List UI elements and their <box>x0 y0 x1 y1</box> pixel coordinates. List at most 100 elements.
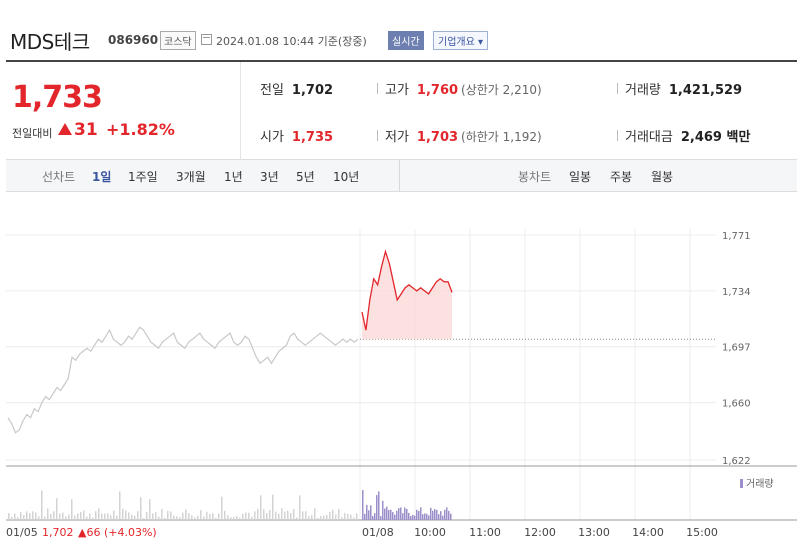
today-volume-bar <box>414 515 416 520</box>
prev-volume-bar <box>308 515 310 520</box>
prev-volume-bar <box>257 508 259 520</box>
today-volume-bar <box>438 514 440 520</box>
volume-label: 거래량 <box>625 83 661 98</box>
tab-1year[interactable]: 1년 <box>224 170 243 184</box>
change-amount: 31 <box>58 120 98 140</box>
prev-volume-bar <box>224 510 226 520</box>
today-volume-bar <box>390 509 392 520</box>
candle-chart-label[interactable]: 봉차트 <box>518 170 552 184</box>
prev-volume-bar <box>356 513 358 520</box>
prev-volume-bar <box>335 514 337 520</box>
tab-3month[interactable]: 3개월 <box>176 170 206 184</box>
y-tick-label: 1,771 <box>722 231 751 242</box>
today-volume-bar <box>372 516 374 520</box>
prev-volume-bar <box>203 516 205 520</box>
prev-volume-bar <box>149 499 151 520</box>
prev-volume-bar <box>212 513 214 520</box>
prev-volume-bar <box>293 509 295 520</box>
divider <box>240 62 241 160</box>
tab-3year[interactable]: 3년 <box>260 170 279 184</box>
today-volume-bar <box>398 508 400 520</box>
prev-volume-bar <box>134 515 136 520</box>
today-volume-bar <box>376 495 378 520</box>
prev-volume-bar <box>80 511 82 520</box>
tab-10year[interactable]: 10년 <box>333 170 360 184</box>
prev-volume-bar <box>86 516 88 520</box>
y-tick-label: 1,660 <box>722 399 751 410</box>
change-amount-value: 31 <box>74 120 98 140</box>
prev-volume-bar <box>311 514 313 520</box>
divider <box>617 130 618 141</box>
chart-canvas: 1,771 1,734 1,697 1,660 1,622 거래량 01/08 10:00 11… <box>6 229 797 539</box>
tab-daily-candle[interactable]: 일봉 <box>569 170 592 184</box>
tab-1day[interactable]: 1일 <box>92 170 112 184</box>
company-overview-button[interactable]: 기업개요 ▾ <box>433 31 488 50</box>
prev-volume-bar <box>221 496 223 520</box>
tab-monthly-candle[interactable]: 월봉 <box>651 170 674 184</box>
prev-volume-bar <box>296 517 298 520</box>
prev-volume-bar <box>350 514 352 520</box>
today-volume-bar <box>406 508 408 520</box>
prev-volume-bar <box>128 512 130 520</box>
prev-volume-bar <box>284 511 286 520</box>
prev-volume-bar <box>215 517 217 520</box>
prev-volume-bar <box>326 514 328 520</box>
today-volume-bar <box>396 510 398 520</box>
x-tick-label: 15:00 <box>686 526 718 539</box>
today-volume-bar <box>380 516 382 520</box>
x-tick-label: 14:00 <box>632 526 664 539</box>
prev-volume-bar <box>317 517 319 520</box>
divider <box>377 83 378 94</box>
tab-weekly-candle[interactable]: 주봉 <box>610 170 633 184</box>
prev-volume-bar <box>338 509 340 520</box>
line-chart-label[interactable]: 선차트 <box>42 170 76 184</box>
quote-timestamp: 2024.01.08 10:44 기준(장중) <box>216 35 367 48</box>
prev-volume-bar <box>8 513 10 520</box>
prev-volume-bar <box>26 511 28 520</box>
prev-volume-bar <box>14 513 16 520</box>
low-stat: 저가 1,703 (하한가 1,192) <box>385 126 542 145</box>
today-volume-bar <box>422 514 424 520</box>
prev-volume-bar <box>74 515 76 520</box>
prev-volume-bar <box>50 513 52 520</box>
prev-day-date: 01/05 <box>6 526 38 539</box>
realtime-badge[interactable]: 실시간 <box>388 31 424 50</box>
prev-volume-bar <box>92 517 94 520</box>
today-volume-bar <box>412 514 414 520</box>
today-volume-bar <box>436 509 438 520</box>
change-label: 전일대비 <box>12 127 53 140</box>
open-label: 시가 <box>260 130 284 145</box>
prev-volume-bar <box>182 512 184 520</box>
prev-volume-bar <box>233 517 235 520</box>
market-badge: 코스닥 <box>160 31 196 50</box>
today-volume-bar <box>404 507 406 520</box>
today-volume-bar <box>442 515 444 520</box>
volume-value: 1,421,529 <box>668 83 743 98</box>
change-percent: +1.82% <box>106 120 175 139</box>
prev-volume-bar <box>209 513 211 520</box>
today-volume-bar <box>420 507 422 520</box>
prev-volume-bar <box>68 514 70 520</box>
prev-volume-bar <box>269 510 271 520</box>
prev-volume-bar <box>260 495 262 520</box>
prev-volume-bar <box>305 511 307 520</box>
today-volume-bar <box>426 513 428 520</box>
prev-volume-bar <box>191 515 193 520</box>
trade-value-stat: 거래대금 2,469 백만 <box>625 126 750 145</box>
today-volume-bar <box>374 513 376 520</box>
intraday-chart[interactable]: 1,771 1,734 1,697 1,660 1,622 거래량 01/08 10:00 11… <box>0 192 797 557</box>
stock-header: MDS테크 086960 코스닥 2024.01.08 10:44 기준(장중)… <box>0 0 797 60</box>
upper-limit: (상한가 2,210) <box>461 83 542 97</box>
prev-volume-bar <box>266 513 268 520</box>
divider <box>617 83 618 94</box>
prev-day-change: ▲66 (+4.03%) <box>78 526 157 539</box>
prev-volume-bar <box>302 511 304 520</box>
prev-volume-bar <box>164 517 166 520</box>
prev-volume-bar <box>170 511 172 520</box>
prev-volume-bar <box>101 513 103 520</box>
y-tick-label: 1,697 <box>722 343 751 354</box>
tab-1week[interactable]: 1주일 <box>128 170 158 184</box>
prev-volume-bar <box>38 516 40 520</box>
tab-5year[interactable]: 5년 <box>296 170 315 184</box>
divider <box>377 130 378 141</box>
